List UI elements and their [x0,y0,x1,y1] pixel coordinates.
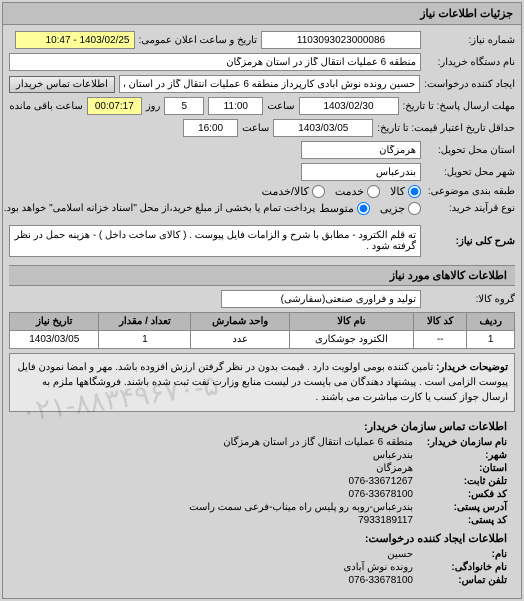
req-no-label: شماره نیاز: [425,35,515,46]
group-field [221,290,421,308]
deadline-date-field [299,97,399,115]
fax-label: کد فکس: [417,489,507,500]
cphone-label: تلفن تماس: [417,575,507,586]
pack-opt-c[interactable]: کالا/خدمت [262,185,325,198]
contract-opt-b[interactable]: متوسط [319,202,370,215]
req-no-field [261,31,421,49]
creator-field [119,75,420,93]
time-label-2: ساعت [242,123,269,134]
deadline-label: مهلت ارسال پاسخ: تا تاریخ: [403,101,515,112]
contract-opt-a[interactable]: جزیی [380,202,421,215]
addr-label: آدرس پستی: [417,502,507,513]
postal-value: 7933189117 [358,515,413,526]
day-label: روز [146,101,161,112]
phone-value: 076-33671267 [348,476,413,487]
lname-label: نام خانوادگی: [417,562,507,573]
time-label-1: ساعت [267,101,294,112]
fax-value: 076-33678100 [348,489,413,500]
city-label: شهر محل تحویل: [425,167,515,178]
cell-date: 1403/03/05 [10,331,99,349]
addr-value: بندرعباس-روبه رو پلیس راه میناب-فرعی سمت… [189,502,413,513]
buyer-note-label: توضیحات خریدار: [436,362,508,373]
pack-radio-group: کالا خدمت کالا/خدمت [262,185,421,198]
contract-note: پرداخت تمام یا بخشی از مبلغ خرید،از محل … [4,203,316,214]
cell-name: الکترود جوشکاری [289,331,413,349]
col-code: کد کالا [413,313,466,331]
col-date: تاریخ نیاز [10,313,99,331]
province-label: استان محل تحویل: [425,145,515,156]
col-unit: واحد شمارش [191,313,290,331]
ccity-label: شهر: [417,450,507,461]
req-creator-title: اطلاعات ایجاد کننده درخواست: [17,532,507,545]
pack-opt-a[interactable]: کالا [390,185,421,198]
deadline-days-field [164,97,204,115]
valid-time-field [183,119,238,137]
pack-opt-b[interactable]: خدمت [335,185,380,198]
remain-time-field [87,97,142,115]
cprov-label: استان: [417,463,507,474]
goods-table: ردیف کد کالا نام کالا واحد شمارش تعداد /… [9,312,515,349]
province-field [301,141,421,159]
org-label: نام سازمان خریدار: [417,437,507,448]
contract-radio-group: جزیی متوسط [319,202,421,215]
pub-date-label: تاریخ و ساعت اعلان عمومی: [139,35,258,46]
ccity-value: بندرعباس [373,450,413,461]
contact-info-button[interactable]: اطلاعات تماس خریدار [9,76,115,93]
buyer-note-box: توضیحات خریدار: تامین کننده بومی اولویت … [9,353,515,412]
contact-title: اطلاعات تماس سازمان خریدار: [17,420,507,433]
deadline-time-field [208,97,263,115]
table-row[interactable]: 1 -- الکترود جوشکاری عدد 1 1403/03/05 [10,331,515,349]
goods-section-title: اطلاعات کالاهای مورد نیاز [9,265,515,286]
fname-value: حسین [387,549,413,560]
cell-code: -- [413,331,466,349]
org-value: منطقه 6 عملیات انتقال گاز در استان هرمزگ… [223,437,413,448]
need-text: ته قلم الکترود - مطابق با شرح و الزامات … [9,225,421,257]
col-name: نام کالا [289,313,413,331]
contract-label: نوع قرآیند خرید: [425,203,515,214]
pack-label: طبقه بندی موضوعی: [425,186,515,197]
postal-label: کد پستی: [417,515,507,526]
cell-qty: 1 [99,331,191,349]
cprov-value: هرمزگان [376,463,413,474]
cell-row: 1 [467,331,515,349]
phone-label: تلفن ثابت: [417,476,507,487]
fname-label: نام: [417,549,507,560]
city-field [301,163,421,181]
cphone-value: 076-33678100 [348,575,413,586]
pub-date-field [15,31,135,49]
buyer-note-text: تامین کننده بومی اولویت دارد . قیمت بدون… [17,362,508,403]
lname-value: رونده نوش آبادی [343,562,413,573]
creator-label: ایجاد کننده درخواست: [424,79,515,90]
cell-unit: عدد [191,331,290,349]
valid-date-field [273,119,373,137]
col-qty: تعداد / مقدار [99,313,191,331]
panel-title: جزئیات اطلاعات نیاز [3,3,521,25]
remain-label: ساعت باقی مانده [9,101,82,112]
need-label: شرح کلی نیاز: [425,236,515,247]
buyer-label: نام دستگاه خریدار: [425,57,515,68]
buyer-field [9,53,421,71]
valid-label: حداقل تاریخ اعتبار قیمت: تا تاریخ: [377,123,515,134]
col-row: ردیف [467,313,515,331]
group-label: گروه کالا: [425,294,515,305]
